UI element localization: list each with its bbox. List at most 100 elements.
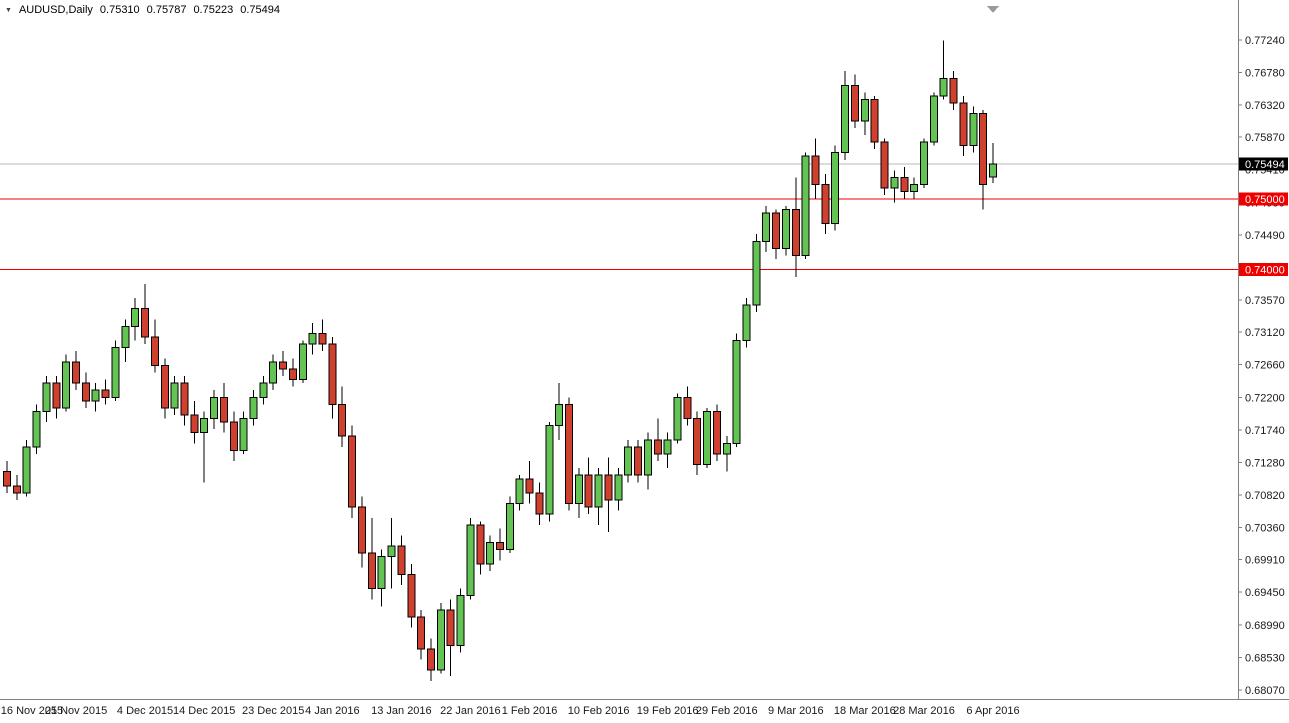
date-tick-label: 10 Feb 2016 <box>568 705 630 717</box>
candle <box>821 173 830 235</box>
candle <box>367 517 376 600</box>
candle <box>505 496 514 554</box>
date-tick-label: 13 Jan 2016 <box>371 705 432 717</box>
candle <box>594 468 603 525</box>
candle <box>663 432 672 469</box>
candle <box>269 354 278 391</box>
candle <box>22 439 31 497</box>
candle <box>32 404 41 454</box>
candle <box>426 638 435 681</box>
candle <box>91 383 100 412</box>
candle <box>259 375 268 405</box>
candle <box>141 283 150 345</box>
svg-text:0.75494: 0.75494 <box>1245 159 1285 171</box>
candle <box>969 106 978 153</box>
candle <box>989 142 997 183</box>
candle <box>150 319 159 373</box>
price-tick-label: 0.75870 <box>1245 132 1285 144</box>
date-tick-label: 22 Jan 2016 <box>440 705 501 717</box>
price-tick-label: 0.72200 <box>1245 392 1285 404</box>
date-tick-label: 6 Apr 2016 <box>966 705 1019 717</box>
candle <box>841 71 850 160</box>
price-tick-label: 0.74490 <box>1245 230 1285 242</box>
candle <box>377 549 386 607</box>
chart-ohlc-header: ▼ AUDUSD,Daily 0.75310 0.75787 0.75223 0… <box>5 4 280 16</box>
level-price-tag: 0.75000 <box>1239 192 1288 206</box>
candle <box>111 340 120 401</box>
candle <box>101 379 110 405</box>
candle <box>614 468 623 511</box>
price-tick-label: 0.68530 <box>1245 652 1285 664</box>
candle <box>81 372 90 408</box>
candle <box>515 475 524 511</box>
candle <box>850 74 859 128</box>
one-click-trading-expander-icon[interactable]: ▼ <box>5 7 12 14</box>
price-axis[interactable]: 0.772400.767800.763200.758700.754100.749… <box>1239 35 1285 697</box>
date-tick-label: 18 Mar 2016 <box>834 705 896 717</box>
candle <box>249 390 258 426</box>
candle <box>525 461 534 504</box>
candle <box>348 425 357 518</box>
candle <box>781 205 790 256</box>
candle <box>239 411 248 454</box>
candle <box>929 92 938 146</box>
candle <box>496 528 504 561</box>
candle <box>131 298 140 341</box>
candle <box>62 354 71 412</box>
candle <box>121 319 130 362</box>
candle <box>683 386 692 426</box>
candle <box>318 319 327 352</box>
candle <box>801 152 810 260</box>
candle <box>643 432 652 490</box>
date-tick-label: 29 Feb 2016 <box>696 705 758 717</box>
candle <box>712 404 721 462</box>
candle <box>634 439 643 483</box>
horizontal-lines-layer[interactable] <box>0 198 1238 271</box>
price-tick-label: 0.68070 <box>1245 685 1285 697</box>
date-tick-label: 14 Dec 2015 <box>173 705 235 717</box>
candle <box>328 337 337 419</box>
price-tick-label: 0.68990 <box>1245 620 1285 632</box>
candles-layer <box>3 40 997 681</box>
candle <box>742 298 751 348</box>
date-tick-label: 25 Nov 2015 <box>45 705 107 717</box>
candle <box>752 234 761 313</box>
date-tick-label: 4 Jan 2016 <box>305 705 359 717</box>
candle <box>180 375 189 426</box>
candle <box>210 390 219 430</box>
candle <box>219 383 228 433</box>
candle <box>624 439 633 483</box>
high-value: 0.75787 <box>146 4 187 16</box>
chart-shift-marker-icon[interactable] <box>987 6 999 13</box>
candle <box>466 517 475 600</box>
candle <box>791 177 800 277</box>
candle <box>190 400 199 444</box>
date-tick-label: 19 Feb 2016 <box>637 705 699 717</box>
price-tick-label: 0.76780 <box>1245 68 1285 80</box>
price-tick-label: 0.73570 <box>1245 295 1285 307</box>
candle <box>42 375 51 423</box>
current-price-tag: 0.75494 <box>1239 157 1288 171</box>
candle <box>870 95 879 150</box>
candle <box>170 375 179 415</box>
candle <box>407 563 416 628</box>
candle <box>12 475 21 501</box>
price-tick-label: 0.70360 <box>1245 523 1285 535</box>
candle <box>604 457 613 532</box>
candle <box>673 393 682 444</box>
candle <box>486 535 495 571</box>
candle <box>880 138 889 196</box>
candle <box>939 40 948 100</box>
candle <box>959 95 968 157</box>
price-tick-label: 0.71740 <box>1245 425 1285 437</box>
candle <box>949 71 958 111</box>
candle <box>387 517 396 589</box>
candle <box>545 422 554 522</box>
candle <box>446 599 455 676</box>
candle <box>308 322 317 355</box>
candle <box>732 333 741 447</box>
candle <box>200 411 209 483</box>
candle <box>919 138 928 189</box>
